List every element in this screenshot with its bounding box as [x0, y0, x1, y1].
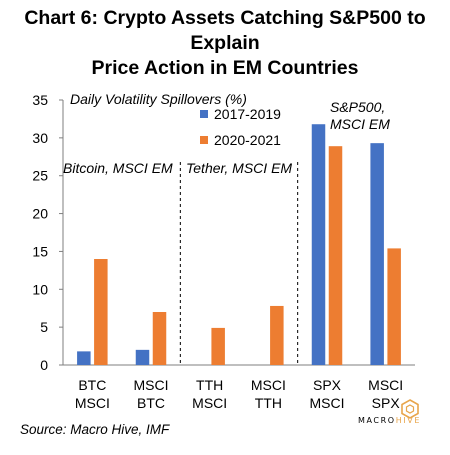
x-tick-label: MSCI [75, 395, 110, 411]
group-label-tether: Tether, MSCI EM [186, 160, 292, 176]
y-tick-label: 15 [32, 243, 48, 259]
bar-2017-2019-5 [370, 143, 384, 365]
source-note: Source: Macro Hive, IMF [20, 422, 170, 437]
x-tick-label: BTC [137, 395, 165, 411]
hexagon-logo-icon [401, 399, 419, 419]
y-tick-label: 20 [32, 206, 48, 222]
bar-2017-2019-1 [135, 349, 150, 365]
chart-title: Chart 6: Crypto Assets Catching S&P500 t… [0, 6, 450, 81]
logo-text: MACROHIVE [358, 416, 421, 425]
legend-label-2017-2019: 2017-2019 [214, 106, 281, 122]
x-tick-labels: BTC MSCI MSCI BTC TTH MSCI MSCI TTH SPX MSCI MSCI S… [75, 377, 403, 411]
x-tick-label: TTH [255, 395, 282, 411]
x-tick-label: BTC [78, 377, 106, 393]
group-label-sp500-line1: S&P500, [330, 99, 385, 115]
bar-2017-2019-4 [311, 124, 326, 365]
logo-text-accent: HIVE [395, 416, 421, 425]
y-tick-label: 5 [40, 319, 48, 335]
x-tick-label: MSCI [368, 377, 403, 393]
x-tick-label: MSCI [192, 395, 227, 411]
y-tick-label: 0 [40, 357, 48, 373]
x-tick-label: TTH [196, 377, 223, 393]
legend: 2017-2019 2020-2021 [200, 106, 281, 148]
y-tick-labels: 0 5 10 15 20 25 30 35 [32, 92, 48, 373]
bar-2020-2021-5 [387, 248, 401, 365]
legend-label-2020-2021: 2020-2021 [214, 132, 281, 148]
legend-swatch-2017-2019 [200, 110, 208, 118]
y-tick-label: 30 [32, 130, 48, 146]
group-label-bitcoin: Bitcoin, MSCI EM [63, 160, 173, 176]
macro-hive-logo: MACROHIVE [358, 398, 438, 438]
x-tick-label: MSCI [310, 395, 345, 411]
bar-2020-2021-3 [270, 305, 284, 365]
y-tick-label: 35 [32, 92, 48, 108]
x-tick-label: SPX [313, 377, 342, 393]
bars [77, 124, 401, 365]
legend-swatch-2020-2021 [200, 136, 208, 144]
volatility-spillovers-label: Daily Volatility Spillovers (%) [70, 91, 247, 107]
y-tick-label: 25 [32, 168, 48, 184]
group-label-sp500-line2: MSCI EM [330, 116, 390, 132]
chart-title-line2: Price Action in EM Countries [91, 57, 359, 79]
chart-title-line1: Chart 6: Crypto Assets Catching S&P500 t… [24, 7, 426, 54]
x-tick-label: MSCI [134, 377, 169, 393]
bar-2020-2021-0 [94, 259, 108, 365]
x-tick-label: MSCI [251, 377, 286, 393]
y-tick-label: 10 [32, 281, 48, 297]
bar-2017-2019-0 [77, 351, 91, 365]
x-tick-label: SPX [372, 395, 401, 411]
axes [59, 99, 415, 366]
bar-2020-2021-1 [152, 312, 167, 365]
bar-2020-2021-4 [328, 146, 343, 365]
bar-2020-2021-2 [211, 327, 225, 365]
logo-text-main: MACRO [358, 416, 396, 425]
